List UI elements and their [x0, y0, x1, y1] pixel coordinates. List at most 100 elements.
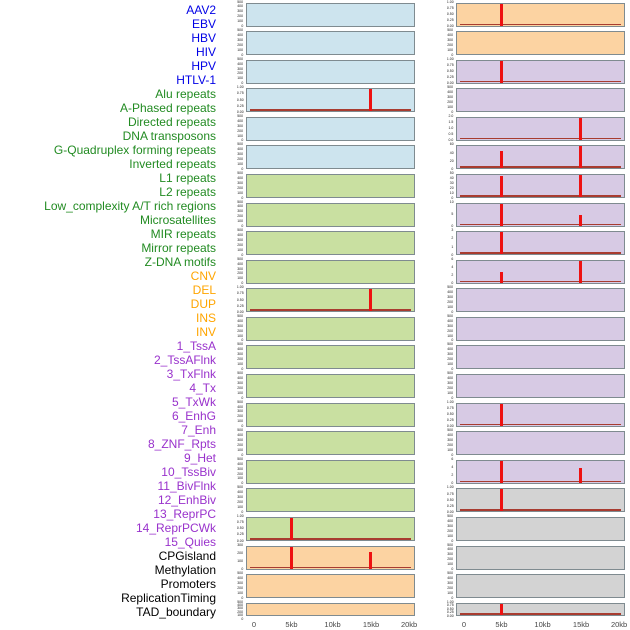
y-tick-label: 200 — [237, 71, 244, 76]
y-tick-label: 400 — [237, 4, 244, 9]
y-tick-label: 400 — [237, 462, 244, 466]
track-panel — [455, 202, 625, 227]
y-axis-ticks: 500 400 300 200 100 0 — [220, 314, 244, 343]
track-panel — [455, 316, 625, 341]
track-panel — [245, 173, 415, 198]
signal-spike — [369, 551, 373, 569]
y-tick-label: 200 — [237, 157, 244, 162]
y-tick-label: 0.00 — [236, 110, 244, 114]
track-panel — [245, 345, 415, 370]
y-tick-label: 500 — [237, 457, 244, 461]
y-tick-label: 400 — [237, 603, 244, 608]
y-tick-label: 30 — [449, 181, 454, 185]
y-tick-label: 100 — [237, 391, 244, 395]
y-tick-label: 1.00 — [236, 514, 244, 518]
y-tick-label: 200 — [237, 414, 244, 419]
y-tick-label: 1.00 — [236, 285, 244, 290]
signal-spike — [579, 146, 583, 169]
y-tick-label: 0 — [241, 224, 244, 229]
signal-spike — [499, 489, 503, 512]
track-panel — [455, 345, 625, 370]
y-tick-label: 500 — [237, 371, 244, 376]
y-tick-label: 300 — [237, 581, 244, 585]
y-tick-label: 500 — [237, 400, 244, 404]
y-tick-label: 0 — [241, 596, 244, 600]
y-tick-label: 100 — [237, 362, 244, 367]
y-tick-label: 5 — [451, 212, 454, 216]
track-label: 10_TssBiv — [161, 464, 216, 479]
y-tick-label: 300 — [237, 381, 244, 385]
y-tick-label: 0 — [451, 53, 454, 57]
track-panel — [455, 459, 625, 484]
track-panel — [245, 88, 415, 113]
y-tick-label: 0 — [241, 453, 244, 457]
track-label: DEL — [192, 282, 216, 297]
signal-baseline — [249, 109, 411, 111]
track-panel — [455, 88, 625, 113]
y-axis-ticks: 1.00 0.75 0.50 0.25 0.00 — [220, 286, 244, 314]
track-label: 8_ZNF_Rpts — [147, 436, 216, 451]
y-tick-label: 400 — [237, 347, 244, 352]
x-tick-label: 20kb — [400, 620, 418, 629]
y-tick-label: 0.00 — [446, 81, 454, 86]
x-tick-label: 10kb — [324, 620, 341, 629]
y-tick-label: 400 — [237, 433, 244, 438]
y-tick-label: 400 — [237, 576, 244, 581]
y-tick-label: 0.25 — [236, 104, 244, 108]
y-axis-ticks: 500 400 300 200 100 0 — [220, 572, 244, 600]
y-axis-ticks: 500 400 300 200 100 0 — [220, 257, 244, 286]
y-tick-label: 500 — [237, 485, 244, 490]
track-label: Alu repeats — [155, 86, 216, 101]
track-label: HBV — [191, 30, 216, 45]
track-label: 9_Het — [183, 450, 216, 465]
x-tick-label: 15kb — [572, 620, 590, 629]
y-tick-label: 300 — [237, 38, 244, 42]
y-tick-label: 300 — [237, 352, 244, 357]
y-tick-label: 1.00 — [446, 57, 454, 61]
y-tick-label: 2.0 — [448, 114, 454, 118]
signal-baseline — [249, 309, 411, 311]
y-tick-label: 0.75 — [446, 603, 454, 608]
y-tick-label: 100 — [447, 105, 454, 109]
y-tick-label: 0 — [241, 510, 244, 515]
y-tick-label: 6 — [451, 457, 454, 461]
y-tick-label: 100 — [237, 613, 244, 618]
y-tick-label: 0 — [451, 196, 454, 200]
signal-spike — [499, 60, 503, 83]
track-label: 14_ReprPCWk — [135, 520, 216, 535]
y-tick-label: 500 — [237, 114, 244, 118]
y-tick-label: 0 — [451, 396, 454, 400]
track-panel — [245, 459, 415, 484]
y-tick-label: 0 — [241, 367, 244, 372]
y-tick-label: 100 — [237, 219, 244, 224]
track-panel — [245, 59, 415, 84]
y-tick-label: 100 — [447, 448, 454, 452]
y-tick-label: 0.75 — [236, 91, 244, 96]
signal-baseline — [459, 280, 621, 283]
y-tick-label: 300 — [237, 209, 244, 214]
y-tick-label: 0 — [241, 167, 244, 172]
y-tick-label: 200 — [237, 14, 244, 19]
y-tick-label: 400 — [237, 319, 244, 323]
track-label: 4_Tx — [189, 380, 216, 395]
y-tick-label: 100 — [237, 477, 244, 481]
y-tick-label: 100 — [237, 448, 244, 452]
signal-baseline — [459, 23, 621, 26]
y-tick-label: 200 — [447, 357, 454, 362]
y-tick-label: 4 — [451, 465, 454, 470]
track-label: MIR repeats — [150, 226, 216, 241]
y-tick-label: 0.25 — [446, 75, 454, 80]
signal-spike — [579, 117, 583, 140]
y-tick-label: 1 — [451, 245, 454, 249]
track-label: Methylation — [154, 562, 216, 577]
y-tick-label: 0.75 — [236, 291, 244, 296]
y-tick-label: 400 — [237, 33, 244, 38]
y-tick-label: 200 — [447, 529, 454, 533]
y-tick-label: 300 — [447, 295, 454, 300]
signal-baseline — [459, 223, 621, 226]
track-label: 3_TxFlnk — [166, 366, 216, 381]
y-tick-label: 200 — [237, 129, 244, 133]
y-axis-ticks: 500 400 300 200 100 0 — [220, 372, 244, 400]
y-axis-ticks: 1.00 0.75 0.50 0.25 0.00 — [430, 57, 454, 86]
track-panel — [245, 116, 415, 141]
